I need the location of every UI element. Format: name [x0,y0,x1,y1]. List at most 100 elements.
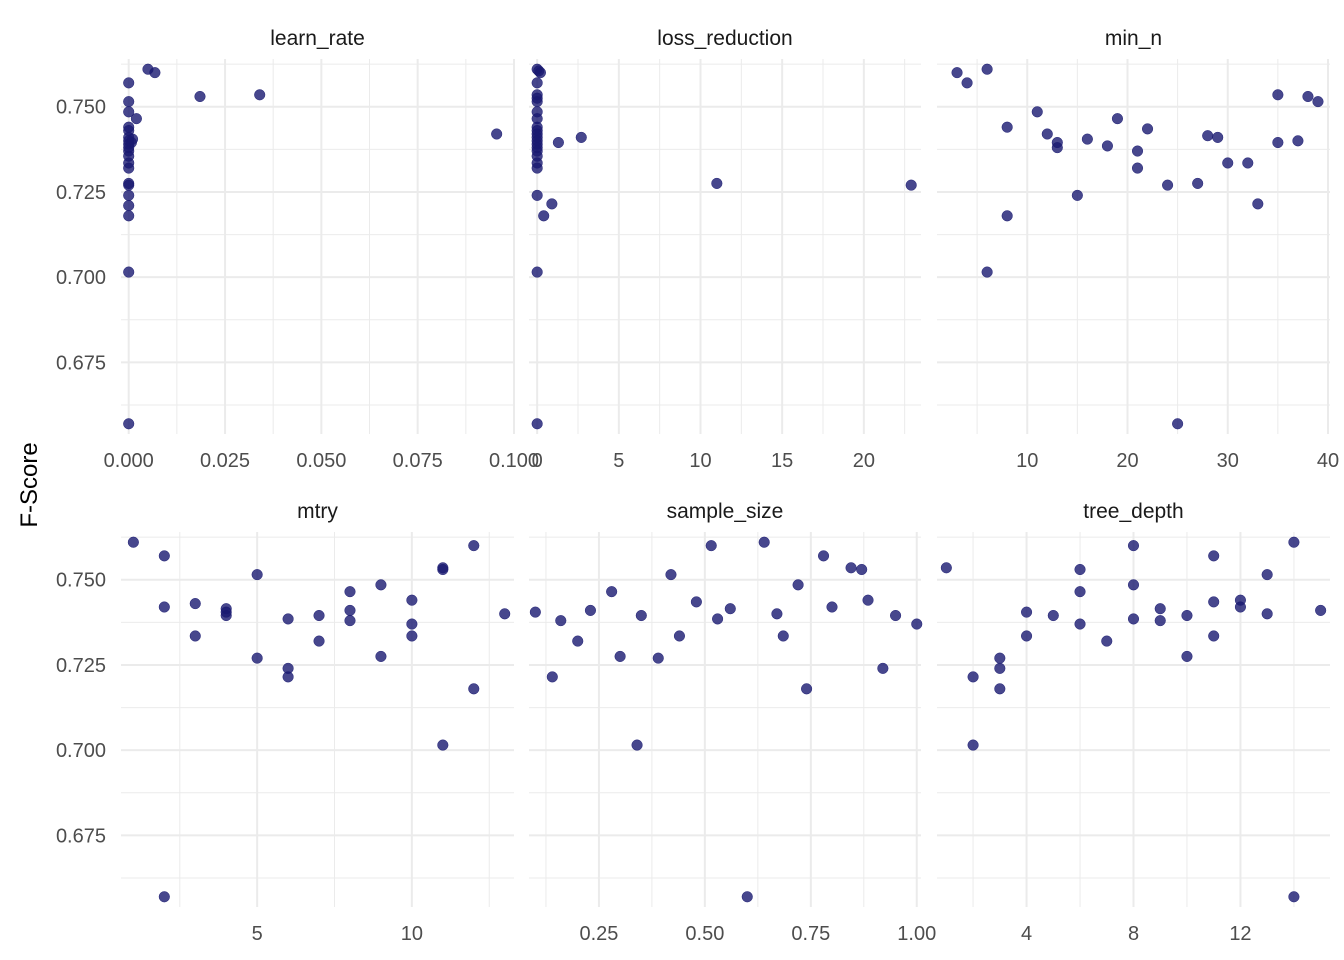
data-point [967,739,979,751]
x-tick-label: 0.075 [393,450,443,472]
data-point [940,562,952,574]
data-point [1111,113,1124,125]
panel-title: mtry [297,500,338,523]
y-tick-label: 0.750 [56,97,106,119]
data-point [1031,106,1043,118]
data-point [1288,536,1300,548]
data-point [468,683,480,695]
x-tick-label: 0.050 [296,450,346,472]
y-tick-label: 0.725 [56,182,106,204]
data-point [1047,609,1059,622]
data-point [1172,418,1184,430]
data-point [724,603,736,615]
data-point [994,683,1006,695]
data-point [635,609,647,622]
data-point [961,77,973,89]
data-point [546,198,558,210]
x-tick-label: 10 [1016,450,1038,472]
y-tick-label: 0.750 [56,570,106,592]
data-point [951,67,963,79]
data-point [1202,130,1214,142]
panel-tree-depth: 4 8 12 tree_depth [937,500,1330,945]
data-point [375,579,387,591]
data-point [741,891,753,903]
data-point [1074,563,1086,576]
data-point [1001,121,1013,133]
data-point [792,579,804,591]
data-point [994,652,1006,664]
panel-learn-rate: 0.000 0.025 0.050 0.075 0.100 learn_rate [104,27,539,472]
y-tick-label: 0.700 [56,740,106,762]
data-point [499,608,511,620]
data-point [127,536,139,548]
x-tick-label: 4 [1021,923,1032,945]
data-point [531,77,543,89]
data-point [1051,142,1063,154]
data-point [1041,128,1053,140]
data-point [981,63,993,75]
data-point [1302,90,1314,103]
data-point [406,630,418,642]
data-point [1154,615,1166,627]
data-point [158,891,170,903]
x-tick-label: 5 [613,450,624,472]
data-point [313,609,325,622]
data-point [877,662,889,674]
data-point [1315,604,1327,616]
data-point [555,615,567,627]
data-point [1131,145,1144,157]
x-tick-label: 20 [853,450,875,472]
data-point [967,671,979,683]
data-point [712,613,724,625]
data-point [529,606,541,618]
x-tick-label: 0.025 [200,450,250,472]
data-point [123,200,135,212]
x-tick-label: 30 [1217,450,1239,472]
data-point [123,106,135,118]
data-point [1101,140,1113,152]
data-point [711,177,723,189]
data-point [344,604,356,616]
data-point [652,652,664,664]
data-point [194,90,206,103]
data-point [123,96,135,108]
data-point [123,266,135,278]
data-point [1021,630,1033,642]
data-point [1292,135,1304,147]
data-point [158,601,170,613]
data-point [1081,133,1093,145]
data-point [282,671,294,683]
data-point [845,562,857,574]
panel-loss-reduction: 0 5 10 15 20 loss_reduction [529,27,921,472]
data-point [994,662,1006,674]
data-point [981,266,993,278]
data-point [123,77,135,89]
data-point [1127,540,1140,552]
x-tick-label: 10 [401,923,423,945]
data-point [531,266,543,278]
data-point [584,604,596,616]
data-point [149,67,161,79]
data-point [189,630,201,642]
panel-sample-size: 0.25 0.50 0.75 1.00 sample_size [529,500,936,945]
data-point [1272,89,1284,101]
data-point [531,189,543,201]
data-point [220,609,232,622]
data-point [123,210,135,222]
x-tick-label: 1.00 [897,923,936,945]
data-point [531,96,543,108]
data-point [468,540,480,552]
data-point [1252,198,1264,210]
x-tick-label: 8 [1128,923,1139,945]
data-point [771,608,783,620]
data-point [614,650,626,662]
x-tick-label: 5 [252,923,263,945]
data-point [127,133,139,145]
data-point [437,739,449,751]
y-axis-title: F-Score [16,442,43,527]
data-point [890,609,902,622]
panel-title: loss_reduction [657,27,792,50]
data-point [1127,579,1140,591]
data-point [1208,550,1220,562]
x-tick-label: 20 [1116,450,1138,472]
